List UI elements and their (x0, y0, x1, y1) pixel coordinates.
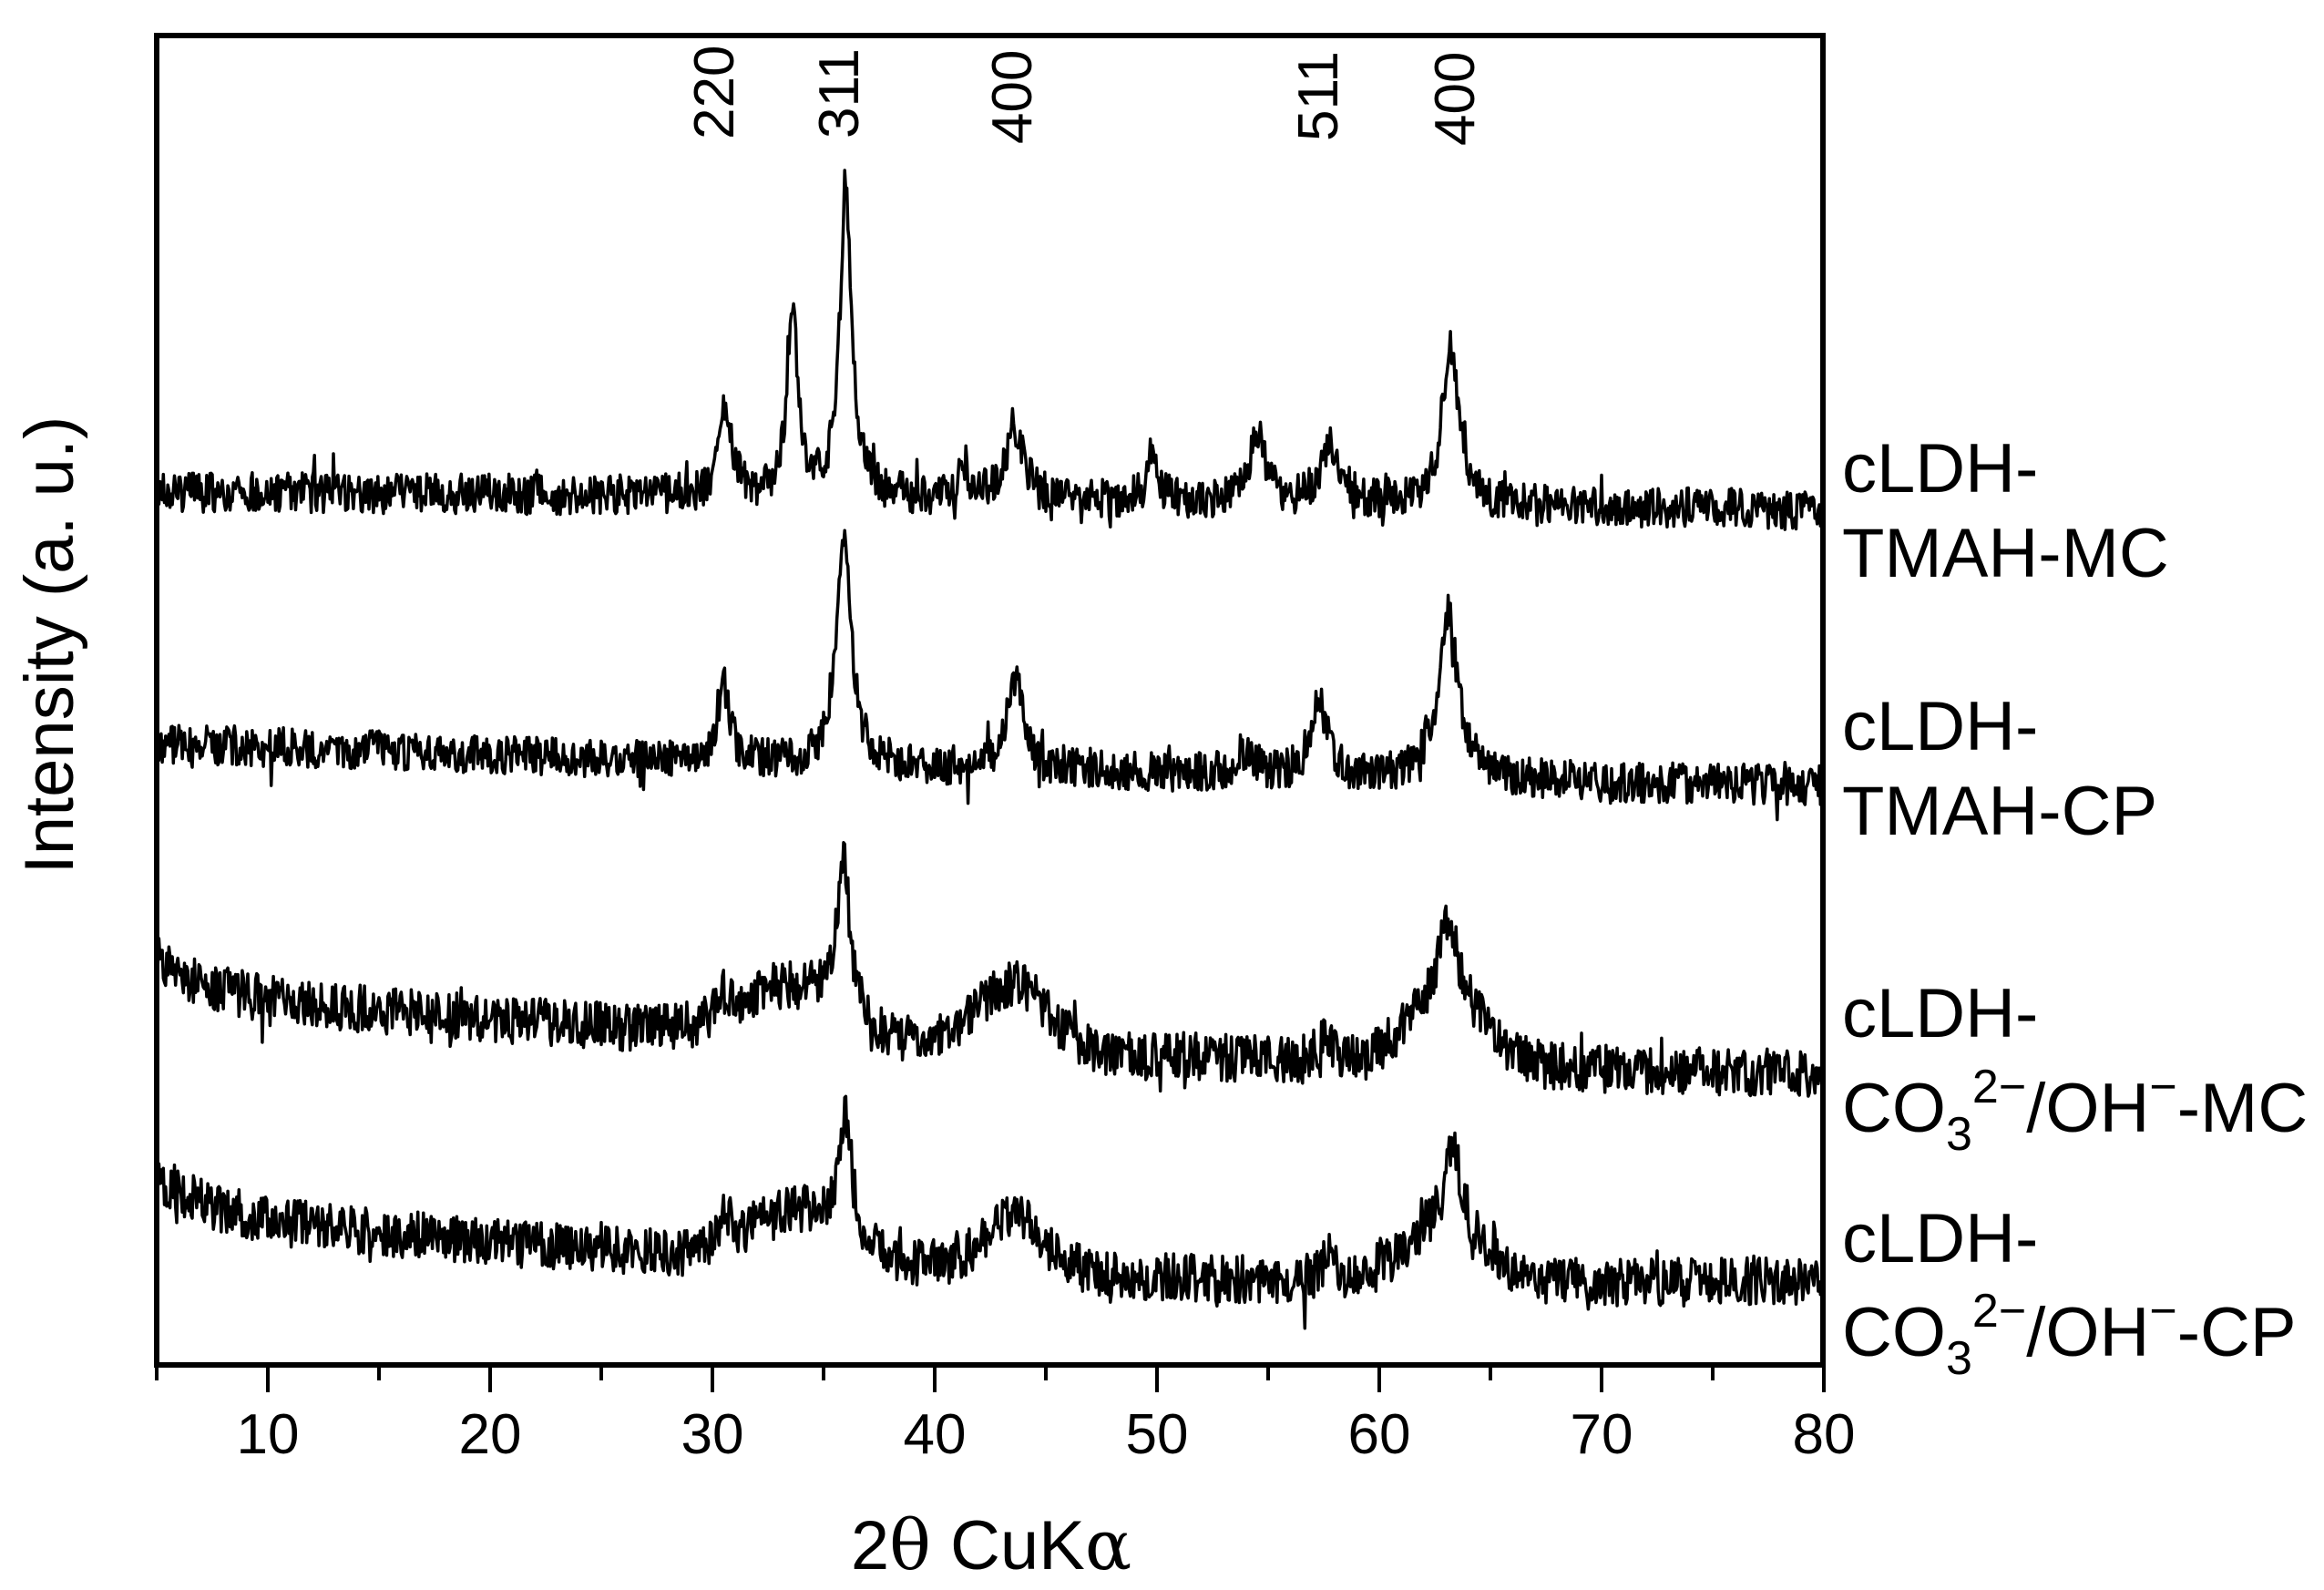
legend-line2: CO32−/OH−-MC (1842, 1061, 2308, 1161)
hkl-label-400: 400 (981, 50, 1044, 144)
x-tick-label-10: 10 (237, 1403, 300, 1466)
x-tick-label-30: 30 (681, 1403, 744, 1466)
legend-line1: cLDH- (1842, 430, 2038, 508)
x-tick-labels: 10 20 30 40 50 60 70 80 (237, 1403, 1856, 1466)
hkl-label-220: 220 (683, 46, 746, 139)
trace-cldh-co3-oh-mc (155, 841, 1826, 1098)
hkl-label-511: 511 (1287, 51, 1350, 141)
y-axis-title: Intensity (a. u.) (11, 416, 88, 875)
x-axis-title: 2θ CuKα (851, 1504, 1131, 1585)
legend-line1: cLDH- (1842, 975, 2038, 1052)
trace-cldh-tmah-mc (155, 169, 1826, 531)
hkl-annotations: 220 311 400 511 400 (683, 46, 1487, 146)
legend-item-co3-oh-mc: cLDH- CO32−/OH−-MC (1842, 975, 2308, 1161)
legend-line2: TMAH-MC (1842, 515, 2169, 592)
series-labels: cLDH- TMAH-MC cLDH- TMAH-CP cLDH- CO32−/… (1842, 430, 2308, 1385)
trace-cldh-tmah-cp (155, 528, 1826, 822)
hkl-label-400b: 400 (1424, 52, 1487, 146)
x-tick-label-20: 20 (459, 1403, 522, 1466)
legend-line2: TMAH-CP (1842, 773, 2157, 850)
plot-frame (154, 33, 1826, 1368)
legend-item-tmah-mc: cLDH- TMAH-MC (1842, 430, 2169, 592)
trace-cldh-co3-oh-cp (155, 1094, 1826, 1330)
hkl-label-311: 311 (808, 48, 871, 138)
legend-line2: CO32−/OH−-CP (1842, 1285, 2297, 1385)
legend-item-co3-oh-cp: cLDH- CO32−/OH−-CP (1842, 1200, 2297, 1385)
x-tick-label-40: 40 (904, 1403, 967, 1466)
x-tick-label-70: 70 (1571, 1403, 1633, 1466)
legend-line1: cLDH- (1842, 1200, 2038, 1277)
x-tick-label-80: 80 (1793, 1403, 1856, 1466)
legend-line1: cLDH- (1842, 688, 2038, 765)
x-axis-ticks (155, 1365, 1826, 1392)
x-tick-label-60: 60 (1348, 1403, 1411, 1466)
trace-group (155, 169, 1826, 1330)
x-tick-label-50: 50 (1126, 1403, 1189, 1466)
legend-item-tmah-cp: cLDH- TMAH-CP (1842, 688, 2157, 850)
